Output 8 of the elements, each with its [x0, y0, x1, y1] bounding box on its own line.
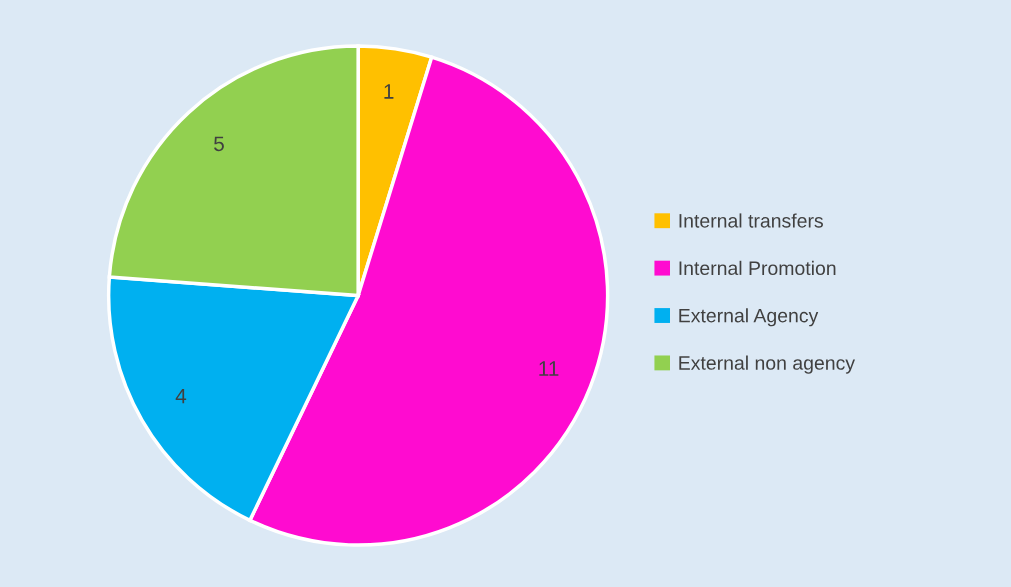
legend-label: External Agency [679, 308, 819, 327]
data-label: 5 [214, 136, 224, 152]
data-label: 1 [384, 84, 394, 99]
legend-label: Internal transfers [679, 213, 823, 228]
data-label: 11 [539, 361, 559, 376]
data-label: 4 [175, 388, 187, 404]
legend-label: External non agency [679, 355, 856, 374]
legend-label: Internal Promotion [679, 260, 836, 276]
